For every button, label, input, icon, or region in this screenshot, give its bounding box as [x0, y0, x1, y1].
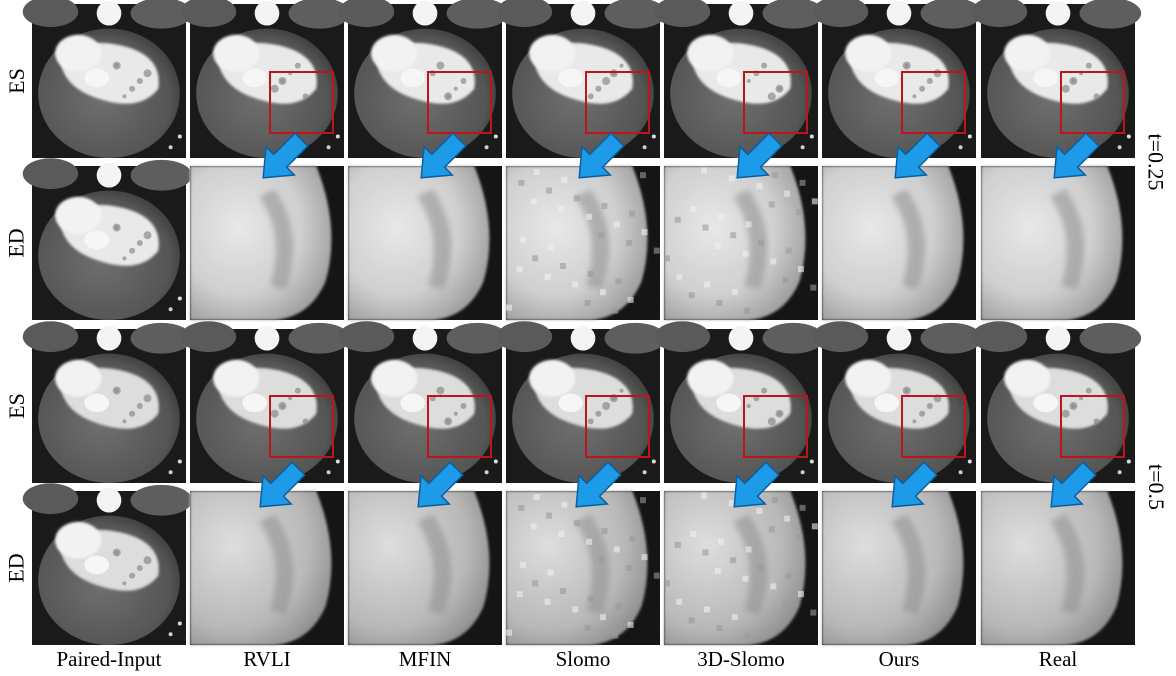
roi-box [1060, 71, 1125, 134]
column-label: MFIN [348, 647, 502, 673]
panel-6-1 [981, 166, 1135, 320]
panel-2-0 [338, 0, 509, 158]
panel-0-1 [22, 158, 193, 320]
panel-5-0 [812, 0, 983, 158]
column-label: 3D-Slomo [664, 647, 818, 673]
panel-5-2 [812, 321, 983, 483]
roi-box [743, 71, 808, 134]
column-label-text: Ours [878, 647, 920, 671]
roi-box [743, 395, 808, 458]
down-left-arrow-icon [1050, 461, 1097, 508]
down-left-arrow-icon [262, 132, 309, 179]
column-label: RVLI [190, 647, 344, 673]
column-label-text: MFIN [398, 647, 452, 671]
t-label: t=0.5 [1140, 329, 1172, 645]
roi-box [427, 71, 492, 134]
row-label: ES [4, 329, 30, 483]
column-label: Slomo [506, 647, 660, 673]
panel-3-1 [506, 166, 660, 320]
roi-box [901, 71, 966, 134]
column-label-text: Slomo [555, 647, 611, 671]
panel-2-3 [348, 491, 502, 645]
roi-box [269, 71, 334, 134]
panel-4-1 [664, 166, 818, 320]
column-label-text: Real [1038, 647, 1078, 671]
down-left-arrow-icon [891, 461, 938, 508]
roi-box [427, 395, 492, 458]
panel-1-0 [180, 0, 351, 158]
row-label-text: ES [4, 393, 29, 419]
down-left-arrow-icon [420, 132, 467, 179]
panel-4-2 [654, 321, 825, 483]
t-label-text: t=0.5 [1144, 463, 1169, 511]
row-label-text: ES [4, 68, 29, 94]
panel-0-3 [22, 483, 193, 645]
panel-2-2 [338, 321, 509, 483]
column-label: Ours [822, 647, 976, 673]
panel-1-1 [190, 166, 344, 320]
panel-3-0 [496, 0, 667, 158]
column-label-text: RVLI [243, 647, 291, 671]
panel-2-1 [348, 166, 502, 320]
column-label: Paired-Input [32, 647, 186, 673]
roi-box [1060, 395, 1125, 458]
panel-5-3 [822, 491, 976, 645]
panel-6-2 [971, 321, 1142, 483]
roi-box [269, 395, 334, 458]
panel-4-3 [664, 491, 818, 645]
down-left-arrow-icon [259, 461, 306, 508]
down-left-arrow-icon [578, 132, 625, 179]
panel-3-2 [496, 321, 667, 483]
column-label-text: Paired-Input [56, 647, 162, 671]
row-label: ED [4, 491, 30, 645]
roi-box [585, 71, 650, 134]
down-left-arrow-icon [575, 461, 622, 508]
row-label-text: ED [4, 228, 30, 258]
row-label-text: ED [4, 553, 30, 583]
t-label: t=0.25 [1140, 4, 1172, 320]
panel-1-3 [190, 491, 344, 645]
down-left-arrow-icon [417, 461, 464, 508]
down-left-arrow-icon [736, 132, 783, 179]
roi-box [901, 395, 966, 458]
panel-6-3 [981, 491, 1135, 645]
panel-4-0 [654, 0, 825, 158]
panel-6-0 [971, 0, 1142, 158]
column-label: Real [981, 647, 1135, 673]
column-label-text: 3D-Slomo [697, 647, 785, 671]
panel-5-1 [822, 166, 976, 320]
roi-box [585, 395, 650, 458]
row-label: ED [4, 166, 30, 320]
row-label: ES [4, 4, 30, 158]
down-left-arrow-icon [894, 132, 941, 179]
down-left-arrow-icon [1053, 132, 1100, 179]
panel-3-3 [506, 491, 660, 645]
panel-1-2 [180, 321, 351, 483]
panel-0-2 [22, 321, 193, 483]
down-left-arrow-icon [733, 461, 780, 508]
t-label-text: t=0.25 [1144, 133, 1169, 191]
panel-0-0 [22, 0, 193, 158]
